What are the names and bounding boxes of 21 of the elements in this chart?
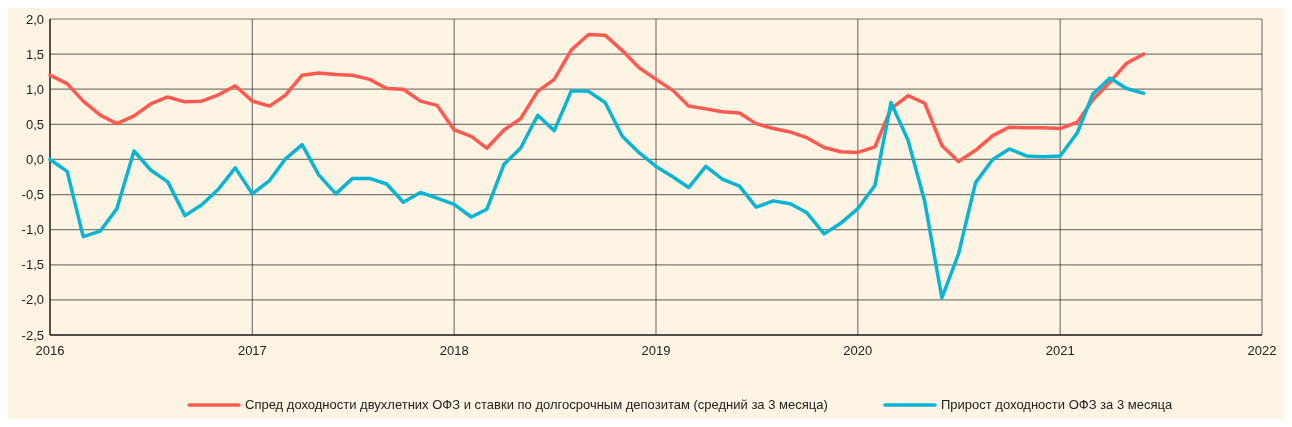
y-tick-label: -1,0 (21, 222, 44, 238)
y-tick-label: -0,5 (21, 187, 44, 203)
y-tick-label: 0,0 (25, 151, 44, 167)
y-tick-label: 0,5 (25, 116, 44, 132)
legend-label: Прирост доходности ОФЗ за 3 месяца (941, 397, 1173, 412)
x-tick-label: 2018 (439, 343, 469, 358)
line-series (48, 76, 1146, 300)
x-tick-label: 2019 (641, 343, 671, 358)
y-tick-label: 1,0 (25, 81, 44, 97)
line-series (48, 32, 1146, 164)
y-tick-label: -2,5 (21, 327, 44, 343)
x-tick-label: 2021 (1045, 343, 1075, 358)
x-tick-label: 2017 (237, 343, 267, 358)
x-tick-label: 2016 (35, 343, 65, 358)
legend-label: Спред доходности двухлетних ОФЗ и ставки по долгосрочным депозитам (средний за 3 месяца) (245, 397, 828, 412)
y-tick-label: 1,5 (25, 46, 44, 62)
y-tick-label: 2,0 (25, 11, 44, 27)
y-tick-label: -1,5 (21, 257, 44, 273)
y-tick-label: -2,0 (21, 292, 44, 308)
x-tick-label: 2022 (1247, 343, 1277, 358)
x-tick-label: 2020 (843, 343, 873, 358)
